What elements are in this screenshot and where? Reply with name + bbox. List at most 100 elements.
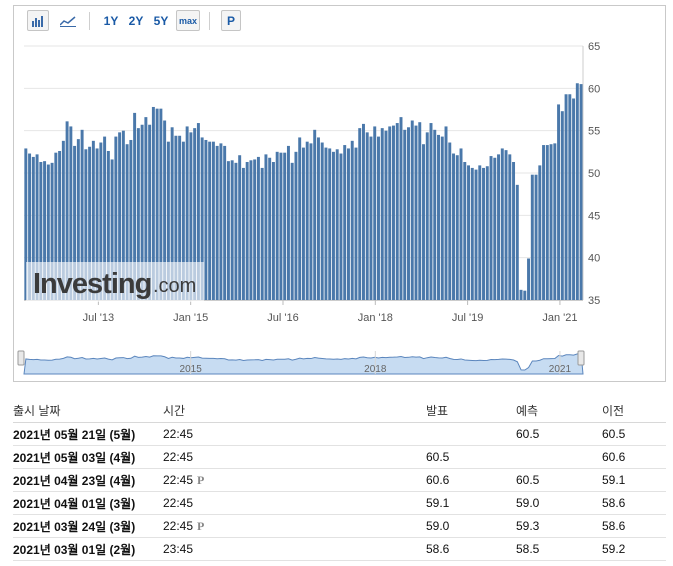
navigator-right-handle[interactable]: [577, 350, 585, 366]
bar: [215, 145, 219, 300]
y-tick-label: 45: [588, 210, 600, 222]
bar: [238, 155, 242, 300]
bar: [433, 129, 437, 300]
y-tick-label: 55: [588, 126, 600, 138]
watermark-suffix: .com: [153, 275, 196, 297]
bar: [339, 153, 343, 300]
bar: [313, 129, 317, 300]
bar: [136, 128, 140, 300]
bar: [163, 120, 167, 300]
bar: [440, 136, 444, 300]
forecast-value: 59.0: [516, 491, 602, 515]
release-time-value: 22:45: [163, 449, 194, 464]
bar: [508, 154, 512, 300]
bar: [575, 83, 579, 300]
range-1y-button[interactable]: 1Y: [103, 13, 119, 28]
forecast-value: 58.5: [516, 537, 602, 561]
bar: [178, 135, 182, 300]
previous-value: 59.2: [602, 537, 666, 561]
bar: [512, 161, 516, 300]
bar: [530, 174, 534, 300]
p-toggle-button[interactable]: P: [221, 10, 241, 31]
navigator-tick-label: 2018: [364, 364, 387, 375]
y-tick-label: 40: [588, 253, 600, 265]
bar: [425, 132, 429, 300]
bar: [114, 136, 118, 300]
bar: [515, 184, 519, 300]
bar: [553, 143, 557, 300]
release-date: 2021년 04월 01일 (3월): [13, 491, 163, 515]
previous-value: 60.5: [602, 422, 666, 446]
bar: [384, 130, 388, 300]
bar: [504, 150, 508, 300]
range-5y-button[interactable]: 5Y: [153, 13, 169, 28]
bar: [545, 145, 549, 300]
bar: [241, 167, 245, 300]
bar: [76, 139, 80, 300]
bar: [448, 142, 452, 300]
forecast-value: 60.5: [516, 422, 602, 446]
release-time-value: 22:45: [163, 472, 194, 487]
table-row: 2021년 04월 23일 (4월) 22:45 P 60.6 60.5 59.1: [13, 468, 666, 492]
bar: [144, 117, 148, 301]
bar: [50, 162, 54, 300]
bar: [129, 139, 133, 300]
bar-chart-icon[interactable]: [27, 10, 49, 31]
bar: [354, 147, 358, 300]
toolbar-separator: [89, 12, 90, 30]
bar: [485, 166, 489, 300]
y-tick-label: 65: [588, 41, 600, 53]
bar: [527, 258, 531, 300]
y-tick-label: 60: [588, 83, 600, 95]
bar: [331, 151, 335, 300]
bar: [245, 161, 249, 300]
bar: [249, 160, 253, 300]
bar: [219, 143, 223, 300]
line-chart-icon[interactable]: [57, 10, 79, 31]
bar: [316, 137, 320, 300]
watermark: Investing .com: [26, 262, 204, 302]
bar: [497, 154, 501, 300]
bar-series: [24, 83, 583, 301]
bar: [133, 112, 137, 300]
actual-value: 59.1: [426, 491, 516, 515]
bar: [271, 161, 275, 300]
bar: [159, 108, 163, 301]
header-time: 시간: [163, 398, 426, 423]
release-time-value: 22:45: [163, 518, 194, 533]
bar: [320, 142, 324, 300]
bar-chart: 35 40 45 50 55 60 65 Jul '13 Jan '15 Jul '16 Jan …: [24, 41, 600, 324]
bar: [35, 154, 39, 300]
x-tick-label: Jan '18: [358, 312, 393, 324]
bar: [125, 144, 129, 300]
navigator[interactable]: 2015 2018 2021: [0, 342, 673, 382]
x-tick-label: Jan '15: [173, 312, 208, 324]
table-row: 2021년 05월 03일 (4월) 22:45 60.5 60.6: [13, 445, 666, 469]
forecast-value: [516, 445, 602, 469]
navigator-left-handle[interactable]: [17, 350, 25, 366]
table-row: 2021년 03월 24일 (3월) 22:45 P 59.0 59.3 58.6: [13, 514, 666, 538]
bar: [410, 120, 414, 300]
range-2y-button[interactable]: 2Y: [128, 13, 144, 28]
bar: [140, 124, 144, 301]
range-max-button[interactable]: max: [176, 10, 200, 31]
bar: [455, 155, 459, 300]
bar: [39, 161, 43, 300]
bar: [275, 151, 279, 300]
bar: [58, 150, 62, 300]
previous-value: 58.6: [602, 514, 666, 538]
x-tick-label: Jan '21: [542, 312, 577, 324]
release-date: 2021년 05월 21일 (5월): [13, 422, 163, 446]
release-time: 23:45: [163, 537, 426, 561]
bar: [95, 148, 99, 300]
bar: [174, 135, 178, 300]
bar: [500, 148, 504, 300]
bar: [542, 145, 546, 300]
bar: [298, 137, 302, 300]
bar: [204, 139, 208, 300]
bar: [260, 167, 264, 300]
watermark-brand: Investing: [33, 268, 151, 300]
bar: [369, 136, 373, 300]
navigator-tick-label: 2021: [549, 364, 572, 375]
bar: [31, 156, 35, 300]
